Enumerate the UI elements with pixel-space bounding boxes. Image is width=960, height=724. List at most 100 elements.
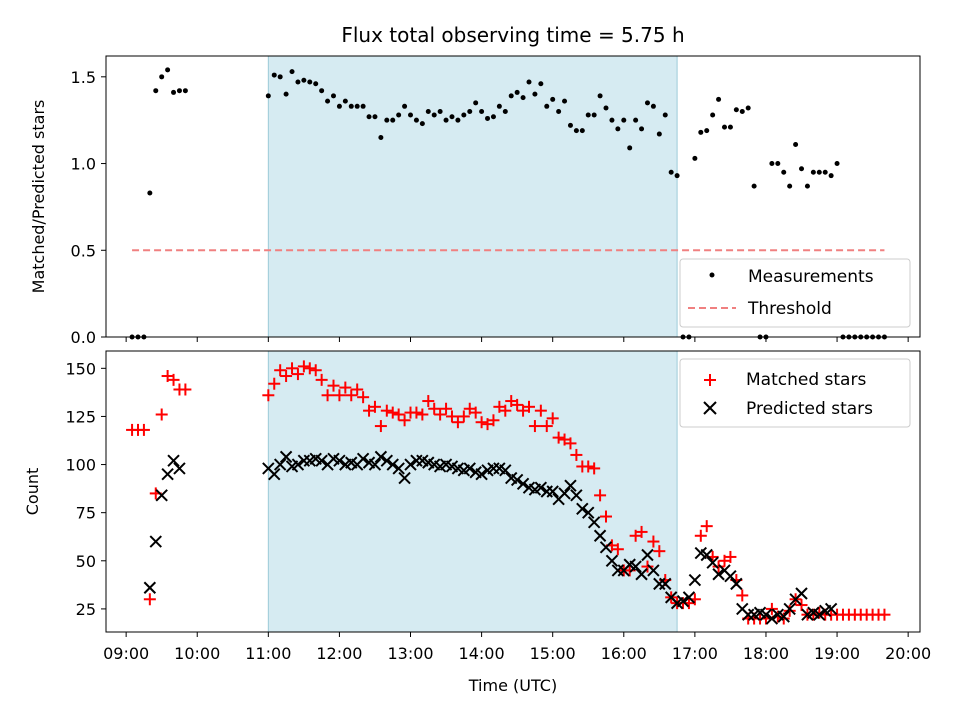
- measurement-point: [822, 169, 828, 175]
- matched-star-point: [351, 383, 364, 396]
- matched-star-point: [783, 604, 796, 617]
- matched-star-point: [398, 414, 411, 427]
- measurement-point: [639, 126, 645, 132]
- x-tick-label: 09:00: [103, 644, 149, 663]
- predicted-star-point: [783, 602, 796, 616]
- matched-star-point: [410, 406, 423, 419]
- measurement-point: [716, 96, 722, 102]
- measurement-point: [710, 112, 716, 118]
- matched-star-point: [339, 381, 352, 394]
- predicted-star-point: [516, 477, 530, 491]
- predicted-star-point: [593, 529, 607, 542]
- predicted-star-point: [546, 485, 559, 498]
- measurement-point: [378, 135, 384, 141]
- measurement-point: [698, 129, 704, 135]
- predicted-star-point: [759, 608, 773, 621]
- predicted-star-point: [605, 554, 619, 567]
- y-tick-label: 125: [65, 407, 96, 426]
- matched-star-point: [286, 362, 299, 375]
- measurement-point: [437, 109, 443, 115]
- matched-star-point: [434, 408, 447, 421]
- measurement-point: [485, 115, 491, 121]
- measurement-point: [544, 103, 550, 109]
- measurement-point: [769, 161, 775, 167]
- measurement-point: [325, 98, 331, 104]
- measurement-point: [502, 109, 508, 115]
- y-tick-label: 100: [65, 456, 96, 475]
- measurement-point: [775, 161, 781, 167]
- x-tick-label: 20:00: [885, 644, 931, 663]
- top-y-ticks: 0.0 0.5 1.0 1.5: [71, 68, 106, 347]
- matched-star-point: [416, 408, 429, 421]
- matched-star-point: [333, 389, 346, 402]
- measurement-point: [621, 117, 627, 123]
- measurement-point: [153, 88, 159, 94]
- predicted-star-point: [730, 577, 743, 591]
- matched-star-point: [795, 599, 808, 612]
- matched-star-point: [422, 395, 435, 408]
- measurement-point: [490, 114, 496, 120]
- measurement-point: [781, 169, 787, 175]
- matched-star-point: [179, 383, 192, 396]
- top-y-axis-label: Matched/Predicted stars: [29, 100, 48, 294]
- measurement-point: [721, 124, 727, 130]
- predicted-star-point: [315, 454, 328, 467]
- measurement-point: [461, 112, 467, 118]
- matched-star-point: [724, 550, 737, 563]
- measurement-point: [313, 81, 319, 87]
- measurement-point: [787, 183, 793, 189]
- y-tick-label: 50: [76, 552, 96, 571]
- predicted-star-point: [392, 462, 405, 475]
- predicted-star-point: [570, 489, 583, 502]
- predicted-star-point: [795, 587, 808, 600]
- legend-measurements-marker: [709, 272, 715, 278]
- top-axes-frame: [105, 55, 921, 338]
- x-tick-label: 15:00: [530, 644, 576, 663]
- matched-star-point: [694, 529, 707, 542]
- matched-star-point: [487, 414, 500, 427]
- predicted-star-point: [688, 573, 702, 587]
- measurement-point: [810, 169, 816, 175]
- predicted-star-point: [706, 556, 719, 569]
- matched-star-point: [327, 379, 340, 392]
- matched-star-point: [540, 420, 553, 433]
- measurement-point: [733, 107, 739, 113]
- measurement-point: [668, 169, 674, 175]
- matched-star-point: [570, 448, 583, 461]
- predicted-star-point: [149, 535, 162, 548]
- predicted-star-point: [765, 612, 779, 625]
- matched-star-point: [345, 389, 358, 402]
- measurement-point: [165, 67, 171, 73]
- matched-star-point: [386, 406, 399, 419]
- y-tick-label: 75: [76, 504, 96, 523]
- matched-star-point: [653, 545, 666, 558]
- matched-star-point: [428, 402, 441, 415]
- matched-star-point: [712, 560, 725, 573]
- measurement-point: [585, 112, 591, 118]
- measurement-point: [704, 128, 710, 134]
- matched-star-point: [440, 402, 453, 415]
- matched-star-point: [552, 431, 565, 444]
- measurement-point: [330, 93, 336, 99]
- measurement-point: [319, 88, 325, 94]
- matched-star-point: [268, 377, 281, 390]
- x-tick-label: 18:00: [743, 644, 789, 663]
- measurement-point: [354, 103, 360, 109]
- predicted-star-point: [167, 454, 180, 467]
- measurement-point: [828, 173, 834, 179]
- measurement-point: [449, 114, 455, 120]
- matched-star-point: [357, 391, 370, 404]
- predicted-star-point: [161, 467, 174, 481]
- x-tick-label: 11:00: [245, 644, 291, 663]
- predicted-star-point: [333, 454, 346, 467]
- predicted-star-point: [777, 610, 790, 623]
- legend-matched-label: Matched stars: [746, 370, 866, 390]
- measurement-point: [656, 131, 662, 137]
- measurement-point: [271, 72, 277, 78]
- bottom-panel: 25 50 75 100 125 150 09:00 10:00 11:00 12:00 13:0…: [23, 350, 931, 695]
- measurement-point: [532, 91, 538, 97]
- matched-star-point: [374, 420, 387, 433]
- predicted-star-point: [635, 568, 648, 581]
- measurement-point: [396, 112, 402, 118]
- measurement-point: [425, 109, 431, 115]
